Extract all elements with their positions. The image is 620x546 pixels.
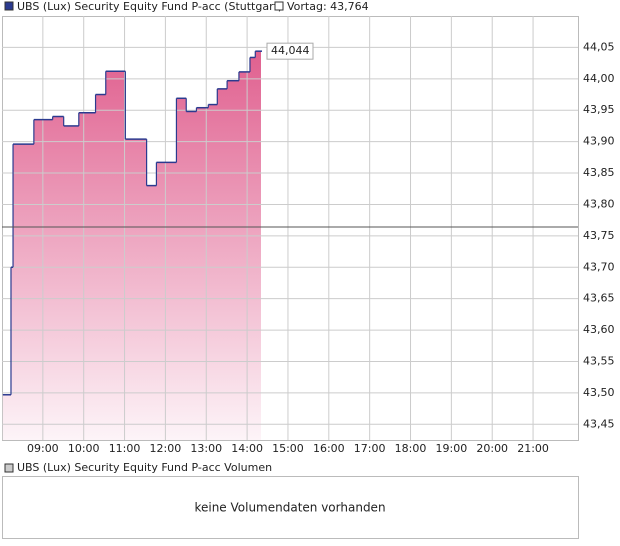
y-tick-label: 43,80: [583, 197, 615, 210]
y-tick-label: 43,90: [583, 135, 615, 148]
x-tick-label: 18:00: [395, 442, 427, 455]
y-tick-label: 43,45: [583, 417, 615, 430]
area: [2, 51, 261, 440]
legend-title: UBS (Lux) Security Equity Fund P-acc (St…: [17, 0, 282, 13]
y-tick-label: 44,05: [583, 40, 615, 53]
value-label: 44,044: [271, 44, 310, 57]
x-tick-label: 14:00: [231, 442, 263, 455]
previous-close-label: Vortag: 43,764: [287, 0, 369, 13]
volume-message: keine Volumendaten vorhanden: [194, 501, 385, 515]
x-tick-label: 11:00: [109, 442, 141, 455]
x-tick-label: 21:00: [517, 442, 549, 455]
legend-swatch: [4, 463, 14, 473]
y-tick-label: 43,70: [583, 260, 615, 273]
x-tick-label: 15:00: [272, 442, 304, 455]
volume-title: UBS (Lux) Security Equity Fund P-acc Vol…: [17, 461, 272, 474]
y-tick-label: 44,00: [583, 72, 615, 85]
legend-swatch: [274, 1, 284, 11]
x-tick-label: 20:00: [476, 442, 508, 455]
value-label-box: [266, 42, 314, 60]
y-tick-label: 43,65: [583, 292, 615, 305]
x-tick-label: 12:00: [150, 442, 182, 455]
x-tick-label: 13:00: [190, 442, 222, 455]
plot-frame: [2, 16, 579, 441]
volume-frame: [2, 476, 579, 539]
y-tick-label: 43,50: [583, 386, 615, 399]
y-tick-label: 43,60: [583, 323, 615, 336]
y-tick-label: 43,55: [583, 354, 615, 367]
x-tick-label: 09:00: [27, 442, 59, 455]
x-tick-label: 19:00: [436, 442, 468, 455]
x-tick-label: 17:00: [354, 442, 386, 455]
x-tick-label: 16:00: [313, 442, 345, 455]
y-tick-label: 43,95: [583, 103, 615, 116]
y-tick-label: 43,75: [583, 229, 615, 242]
x-tick-label: 10:00: [68, 442, 100, 455]
y-tick-label: 43,85: [583, 166, 615, 179]
legend-swatch: [4, 1, 14, 11]
